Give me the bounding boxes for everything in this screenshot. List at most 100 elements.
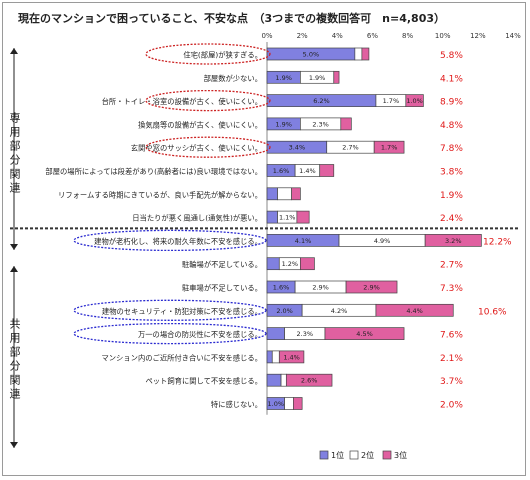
total-label: 3.7% — [440, 377, 463, 387]
segment-data-label: 4.2% — [331, 307, 348, 315]
x-tick-label: 2% — [297, 32, 308, 40]
bar-segment-3 — [293, 397, 303, 410]
bar-segment-1 — [266, 327, 285, 340]
bar-segment-1 — [266, 350, 273, 364]
bar-segment-2 — [277, 187, 292, 201]
x-tick-label: 4% — [332, 32, 343, 40]
x-tick-label: 12% — [470, 32, 486, 40]
category-label: 換気扇等の設備が古く、使いにくい。 — [138, 120, 262, 129]
segment-data-label: 4.5% — [356, 330, 373, 338]
bar-segment-2 — [284, 397, 294, 410]
category-label: リフォームする時期にきているが、良い手配先が解からない。 — [58, 190, 262, 199]
bar-segment-3 — [345, 280, 398, 294]
segment-data-label: 2.6% — [301, 377, 318, 385]
category-label: 玄関や窓のサッシが古く、使いにくい。 — [131, 144, 262, 153]
category-label: 部屋数が少ない。 — [204, 74, 262, 83]
bar-segment-2 — [271, 350, 280, 364]
category-label: 特に感じない。 — [211, 400, 262, 409]
x-tick-label: 14% — [505, 32, 521, 40]
highlight-ellipse-blue — [73, 229, 267, 252]
bar-segment-3 — [324, 327, 405, 340]
chart-frame — [2, 2, 526, 476]
category-label: 駐輪場が不足している。 — [182, 260, 262, 269]
highlight-ellipse-blue — [73, 322, 267, 345]
bar-segment-3 — [405, 94, 424, 107]
segment-data-label: 2.7% — [342, 144, 359, 152]
total-label: 3.8% — [440, 168, 463, 178]
segment-data-label: 1.4% — [299, 167, 316, 175]
segment-data-label: 1.4% — [283, 353, 300, 361]
legend-label: 2位 — [361, 450, 374, 460]
bar-segment-3 — [300, 257, 315, 271]
private-bracket-arrow-down — [10, 244, 18, 250]
segment-data-label: 2.0% — [276, 307, 293, 315]
bar-segment-3 — [361, 47, 370, 61]
segment-data-label: 1.9% — [309, 74, 326, 82]
bar-segment-3 — [285, 373, 333, 387]
legend-label: 3位 — [394, 450, 407, 460]
highlight-ellipse-blue — [73, 299, 267, 321]
bar-segment-1 — [266, 187, 278, 201]
highlight-ellipse-red — [145, 136, 271, 158]
segment-data-label: 1.6% — [273, 284, 290, 292]
x-tick-label: 0% — [261, 32, 272, 40]
category-label: 日当たりが悪く風通し(通気性)が悪い。 — [132, 214, 262, 223]
total-label: 2.1% — [440, 354, 463, 364]
bar-segment-3 — [291, 187, 301, 201]
bar-segment-1 — [266, 257, 280, 271]
total-label: 10.6% — [478, 307, 507, 317]
x-tick-label: 8% — [402, 32, 413, 40]
total-label: 4.8% — [440, 121, 463, 131]
total-label: 2.7% — [440, 261, 463, 271]
private-bracket-arrow-up — [10, 48, 18, 54]
segment-data-label: 5.0% — [303, 51, 320, 59]
segment-data-label: 1.0% — [406, 97, 423, 105]
segment-data-label: 1.0% — [268, 400, 285, 408]
total-label: 7.3% — [440, 284, 463, 294]
bar-segment-2 — [280, 373, 287, 387]
total-label: 12.2% — [483, 237, 512, 247]
total-label: 2.4% — [440, 214, 463, 224]
highlight-ellipse-red — [145, 89, 271, 112]
bar-segment-3 — [333, 70, 340, 84]
total-label: 5.8% — [440, 51, 463, 61]
category-label: マンション内のご近所付き合いに不安を感じる。 — [101, 353, 262, 362]
x-tick-label: 6% — [367, 32, 378, 40]
common-bracket-arrow-up — [10, 266, 18, 272]
legend-swatch — [382, 450, 392, 460]
segment-data-label: 3.4% — [289, 144, 306, 152]
category-label: 部屋の場所によっては段差があり(高齢者には)良い環境ではない。 — [45, 167, 262, 176]
highlight-ellipse-red — [145, 43, 271, 65]
legend-swatch — [349, 450, 359, 460]
segment-data-label: 1.9% — [275, 74, 292, 82]
segment-data-label: 4.1% — [295, 237, 312, 245]
segment-data-label: 1.2% — [282, 260, 299, 268]
category-label: 住宅(部屋)が狭すぎる。 — [183, 51, 262, 60]
category-label: 駐車場が不足している。 — [182, 284, 262, 293]
segment-data-label: 1.9% — [275, 120, 292, 128]
total-label: 8.9% — [440, 98, 463, 108]
total-label: 2.0% — [440, 401, 463, 411]
segment-data-label: 4.9% — [374, 237, 391, 245]
segment-data-label: 1.6% — [273, 167, 290, 175]
total-label: 1.9% — [440, 191, 463, 201]
category-label: 万一の場合の防災性に不安を感じる。 — [138, 330, 262, 339]
segment-data-label: 2.3% — [312, 120, 329, 128]
segment-data-label: 2.9% — [312, 284, 329, 292]
category-label: ペット飼育に関して不安を感じる。 — [145, 377, 262, 386]
chart-title: 現在のマンションで困っていること、不安な点 （3つまでの複数回答可 n=4,80… — [18, 12, 446, 25]
segment-data-label: 6.2% — [313, 97, 330, 105]
common-bracket-arrow-down — [10, 442, 18, 448]
segment-data-label: 1.7% — [383, 97, 400, 105]
bar-segment-3 — [278, 350, 305, 364]
bar-segment-3 — [375, 303, 454, 317]
bar-segment-3 — [340, 117, 352, 131]
bar-segment-3 — [373, 140, 405, 154]
bar-segment-3 — [424, 234, 482, 247]
bar-segment-3 — [319, 164, 335, 177]
total-label: 7.6% — [440, 331, 463, 341]
bar-segment-3 — [296, 210, 310, 224]
segment-data-label: 1.7% — [381, 144, 398, 152]
legend-swatch — [319, 450, 329, 460]
